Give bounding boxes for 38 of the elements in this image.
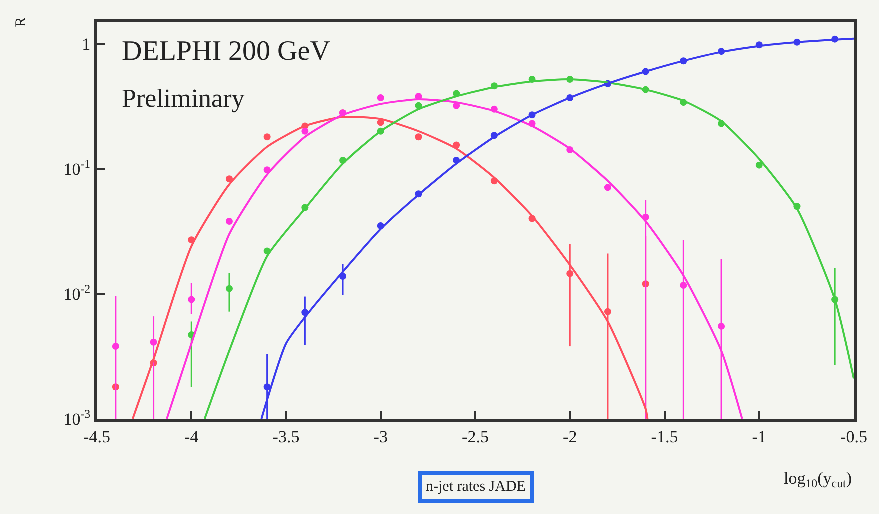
text: n-jet rates JADE — [426, 479, 526, 495]
point — [226, 176, 233, 183]
annotation: Preliminary — [122, 84, 245, 113]
x-tick-label: -3.5 — [272, 427, 300, 446]
x-tick-label: -1 — [752, 427, 766, 446]
y-tick-label: 10$^{-3}$ — [64, 406, 91, 429]
point — [226, 285, 233, 292]
point — [718, 322, 726, 330]
y-tick-label: 10$^{-1}$ — [64, 156, 91, 179]
point — [377, 94, 384, 102]
point — [188, 296, 196, 304]
x-tick-label: -4.5 — [84, 427, 110, 446]
point — [302, 128, 309, 135]
x-axis-title: log$_{10}$(y$_{cut}$) — [784, 469, 852, 491]
point — [150, 338, 158, 346]
x-tick-label: -1.5 — [651, 427, 678, 446]
x-tick-label: -0.5 — [840, 427, 868, 446]
point — [264, 384, 271, 391]
point — [264, 134, 271, 141]
point — [226, 218, 233, 226]
x-tick-label: -4 — [184, 427, 200, 446]
y-tick-label: 10$^{-2}$ — [64, 282, 91, 304]
point — [566, 270, 574, 278]
y-tick-label: 1 — [82, 34, 91, 54]
x-tick-label: -2 — [563, 427, 578, 446]
point — [112, 343, 120, 350]
point — [415, 102, 422, 110]
point — [756, 162, 763, 169]
point — [680, 282, 688, 289]
y-axis-title: R — [13, 17, 30, 28]
x-tick-label: -3 — [374, 427, 388, 446]
annotation: DELPHI 200 GeV — [122, 36, 330, 67]
point — [604, 308, 612, 316]
point — [377, 119, 384, 126]
x-tick-label: -2.5 — [462, 427, 489, 446]
point — [604, 184, 612, 192]
point — [415, 134, 422, 141]
point — [453, 102, 460, 110]
